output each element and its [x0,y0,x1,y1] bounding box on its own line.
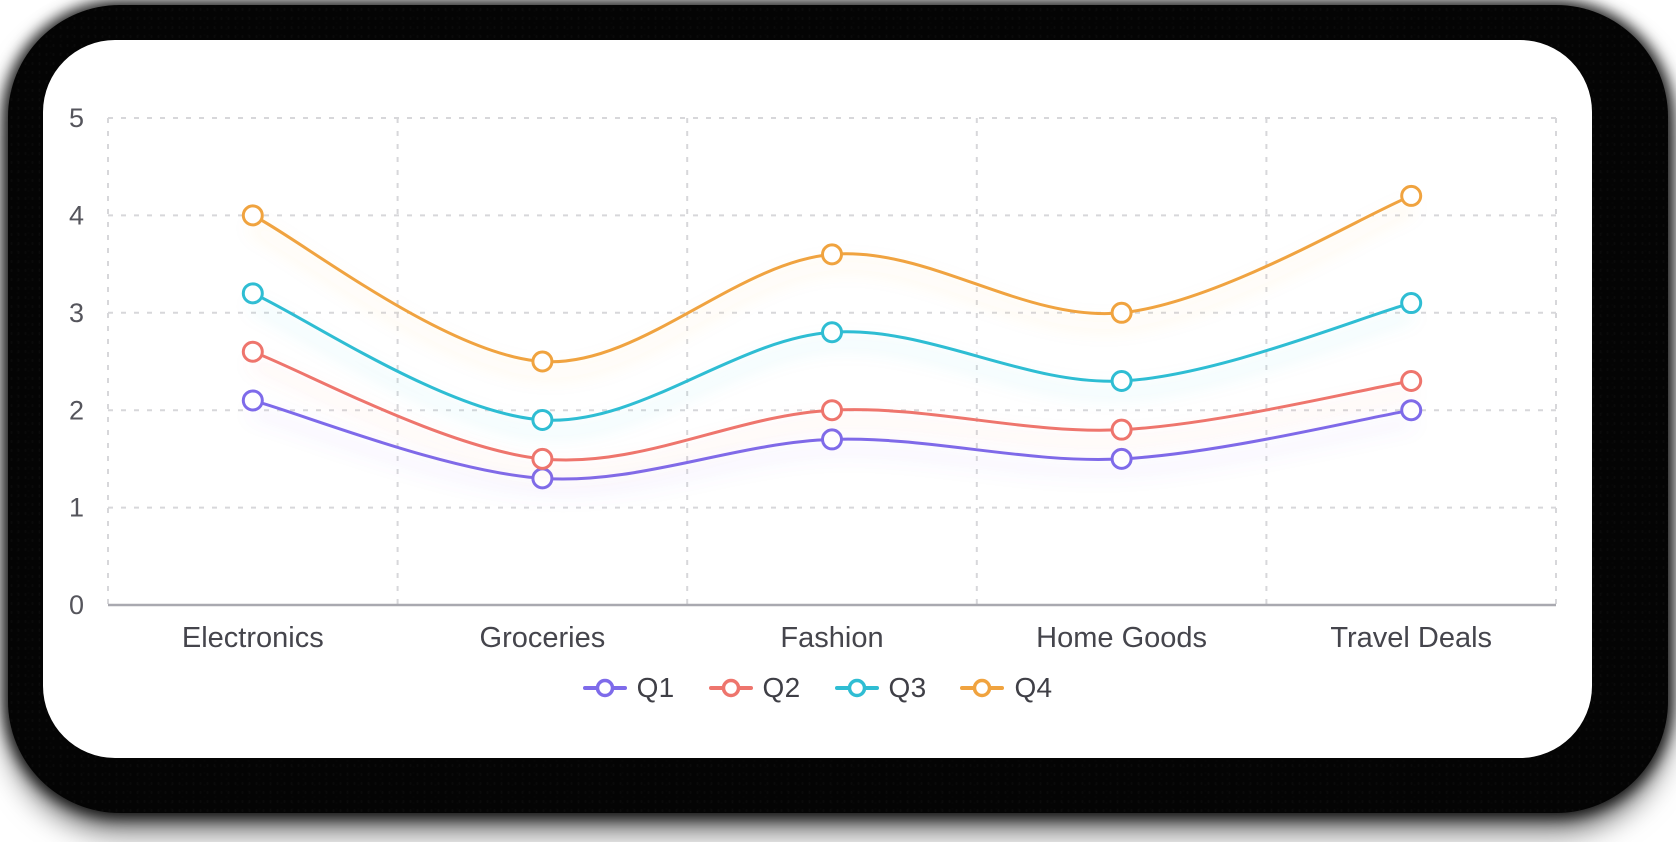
series-point-q4 [821,243,843,266]
y-tick-label: 1 [69,493,84,523]
series-point-q3 [1400,292,1423,315]
x-category-label: Groceries [480,622,606,654]
legend-marker-icon [834,678,879,698]
legend-item-q2[interactable]: Q2 [708,672,801,704]
series-point-q4 [1400,184,1423,207]
legend-label: Q2 [762,672,801,703]
series-point-q3 [241,282,264,305]
legend-marker-icon [582,678,627,698]
legend-label: Q1 [636,672,675,703]
series-point-q2 [241,340,264,363]
legend-label: Q4 [1014,672,1053,703]
x-category-label: Travel Deals [1330,622,1492,654]
chart-legend: Q1 Q2 Q3 Q4 [43,672,1592,704]
series-point-q3 [531,408,554,431]
y-tick-label: 4 [69,201,84,231]
series-point-q3 [1110,369,1133,392]
y-tick-label: 2 [69,395,84,425]
series-point-q4 [241,204,264,227]
y-tick-label: 3 [69,298,84,328]
series-point-q2 [1400,369,1423,392]
x-category-label: Electronics [182,622,324,654]
series-point-q2 [531,447,554,470]
series-point-q2 [821,399,843,422]
legend-item-q1[interactable]: Q1 [582,672,675,704]
y-tick-label: 0 [69,590,84,620]
x-category-label: Home Goods [1036,622,1207,654]
x-category-label: Fashion [780,622,883,654]
series-point-q4 [531,350,554,373]
series-point-q1 [531,467,554,490]
series-point-q2 [1110,418,1133,441]
series-point-q1 [821,428,843,451]
legend-item-q3[interactable]: Q3 [834,672,927,704]
series-point-q4 [1110,301,1133,324]
series-point-q1 [1110,447,1133,470]
legend-marker-icon [708,678,753,698]
legend-marker-icon [960,678,1005,698]
legend-label: Q3 [888,672,927,703]
line-chart: 0 1 2 3 4 5 Electronics Groceries Fashion Home Go… [69,103,1557,654]
series-point-q1 [1400,399,1423,422]
y-tick-label: 5 [69,103,84,133]
legend-item-q4[interactable]: Q4 [960,672,1052,704]
chart-card: 0 1 2 3 4 5 Electronics Groceries Fashion Home Go… [43,40,1592,758]
series-point-q1 [241,389,264,412]
series-point-q3 [821,321,843,344]
